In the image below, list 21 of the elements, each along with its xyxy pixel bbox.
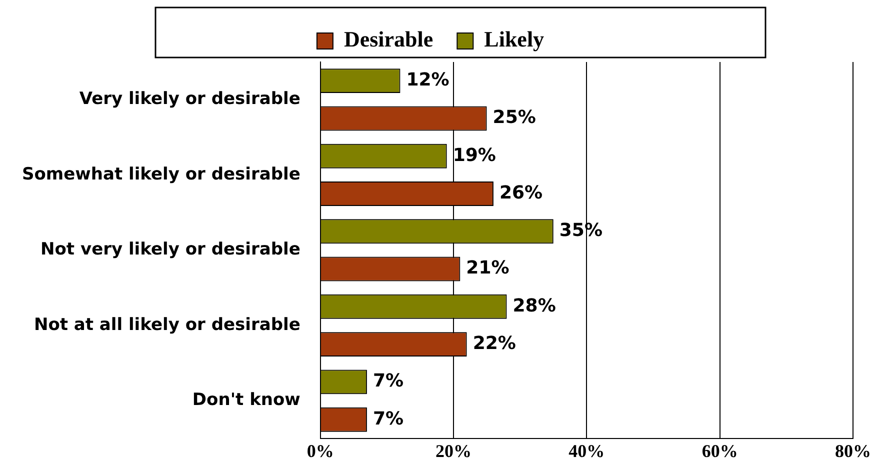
data-label: 22% <box>472 332 516 354</box>
data-label: 12% <box>406 69 450 90</box>
x-tick-label: 0% <box>306 440 334 461</box>
x-tick-label: 20% <box>436 440 472 461</box>
data-label: 7% <box>372 370 404 392</box>
data-label: 25% <box>492 107 536 128</box>
x-tick-label: 40% <box>568 440 605 461</box>
y-tick-label: Not very likely or desirable <box>40 240 300 260</box>
data-label: 7% <box>372 408 404 430</box>
y-tick-label: Not at all likely or desirable <box>34 314 300 335</box>
data-label: 21% <box>466 258 510 279</box>
legend-label: Desirable <box>344 26 434 52</box>
x-tick-label: 60% <box>702 440 738 461</box>
data-label: 28% <box>512 295 556 316</box>
data-label: 19% <box>452 144 496 166</box>
y-tick-label: Very likely or desirable <box>79 89 300 110</box>
legend-label: Likely <box>484 26 544 52</box>
data-label: 26% <box>499 182 543 204</box>
y-tick-label: Somewhat likely or desirable <box>22 164 300 184</box>
y-tick-label: Don't know <box>192 390 301 410</box>
x-tick-label: 80% <box>835 440 871 461</box>
